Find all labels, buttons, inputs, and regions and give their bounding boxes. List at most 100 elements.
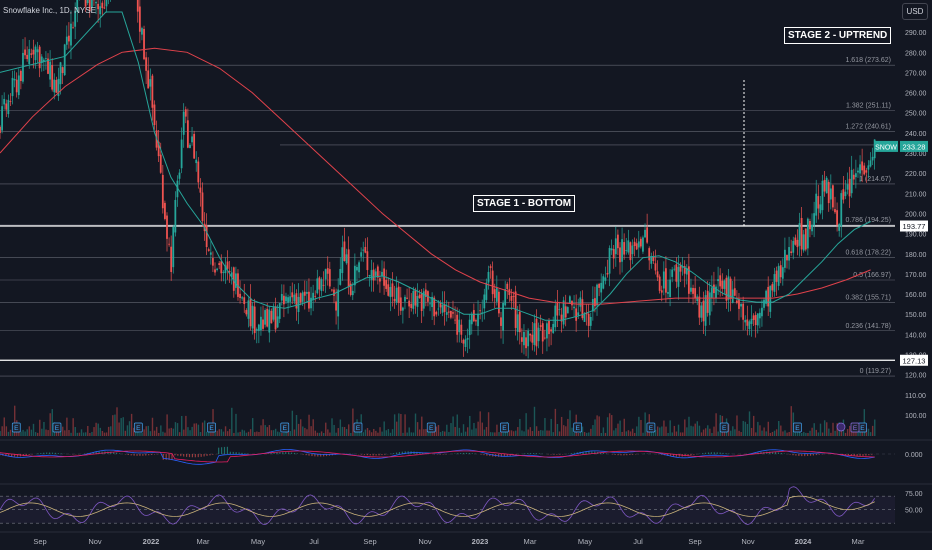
volume-bar	[782, 431, 784, 436]
candle-body	[385, 280, 388, 289]
candle-body	[687, 266, 690, 294]
macd-histogram-bar	[693, 454, 695, 455]
volume-bar	[544, 418, 546, 436]
earnings-marker-label: E	[860, 425, 865, 432]
volume-bar	[141, 432, 143, 436]
candle-body	[802, 234, 805, 251]
volume-bar	[423, 429, 425, 436]
volume-bar	[567, 418, 569, 436]
candle-body	[314, 295, 317, 297]
volume-bar	[130, 413, 133, 436]
candle-body	[662, 271, 665, 289]
candle-body	[564, 306, 567, 318]
candle-body	[667, 292, 669, 294]
macd-histogram-bar	[483, 454, 485, 456]
volume-bar	[715, 413, 717, 436]
volume-bar	[281, 432, 283, 436]
earnings-marker	[426, 422, 436, 433]
candle-body	[708, 292, 711, 316]
volume-bar	[368, 430, 371, 436]
candle-body	[253, 306, 256, 334]
candle-body	[489, 266, 492, 268]
macd-histogram-bar	[439, 454, 441, 455]
volume-bar	[93, 427, 95, 436]
macd-histogram-bar	[296, 453, 298, 454]
volume-bar	[763, 427, 765, 436]
volume-bar	[289, 431, 291, 436]
candle-body	[51, 65, 54, 90]
macd-histogram-bar	[188, 454, 191, 458]
volume-bar	[418, 429, 421, 436]
volume-bar	[243, 430, 246, 436]
candle-body	[850, 169, 853, 194]
candle-body	[61, 67, 64, 74]
volume-bar	[383, 421, 385, 436]
macd-histogram-bar	[229, 451, 231, 454]
macd-histogram-bar	[844, 454, 847, 455]
macd-histogram-bar	[807, 454, 809, 457]
candle-body	[654, 263, 657, 271]
macd-histogram-bar	[527, 453, 529, 454]
candle-body	[660, 290, 663, 293]
y-tick-label: 250.00	[905, 111, 927, 118]
volume-bar	[631, 428, 634, 436]
currency-button[interactable]: USD	[902, 3, 928, 20]
candle-body	[331, 289, 333, 291]
volume-bar	[623, 418, 625, 436]
macd-histogram-bar	[92, 452, 94, 454]
candle-body	[424, 289, 427, 297]
candle-body	[391, 283, 394, 297]
candle-body	[291, 292, 294, 298]
candle-body	[608, 248, 611, 274]
macd-histogram-bar	[780, 452, 782, 454]
volume-bar	[231, 407, 233, 436]
volume-bar	[396, 421, 398, 436]
volume-bar	[107, 426, 110, 436]
volume-bar	[846, 428, 849, 436]
candle-body	[205, 225, 208, 248]
volume-bar	[262, 419, 264, 436]
macd-histogram-bar	[203, 454, 205, 457]
candle-body	[468, 319, 471, 336]
candle-body	[164, 202, 166, 219]
volume-bar	[830, 432, 832, 436]
volume-bar	[24, 431, 26, 436]
volume-bar	[439, 432, 442, 436]
volume-bar	[389, 432, 392, 436]
macd-histogram-bar	[719, 452, 721, 454]
macd-histogram-bar	[57, 453, 59, 454]
macd-histogram-bar	[675, 454, 678, 457]
candle-body	[696, 296, 699, 302]
candle-body	[591, 299, 594, 312]
candle-body	[700, 305, 703, 318]
candle-body	[49, 61, 51, 80]
candle-body	[646, 227, 649, 243]
volume-bar	[408, 427, 410, 436]
volume-bar	[654, 429, 657, 436]
volume-bar	[464, 431, 467, 436]
rsi-line	[0, 486, 876, 526]
volume-bar	[560, 416, 563, 436]
volume-bar	[208, 430, 210, 436]
volume-bar	[525, 413, 527, 436]
macd-histogram-bar	[632, 454, 634, 455]
chart-title: Snowflake Inc., 1D, NYSE	[3, 6, 96, 15]
macd-histogram-bar	[774, 452, 777, 454]
macd-histogram-bar	[795, 454, 797, 456]
volume-bar	[542, 430, 544, 436]
candle-body	[792, 240, 795, 253]
volume-bar	[462, 424, 465, 436]
candle-body	[260, 316, 262, 331]
volume-bar	[828, 428, 830, 436]
macd-histogram-bar	[667, 454, 669, 456]
macd-histogram-bar	[285, 452, 287, 454]
volume-bar	[329, 432, 331, 436]
volume-bar	[548, 430, 550, 436]
volume-bar	[521, 430, 523, 436]
candle-body	[53, 79, 56, 93]
volume-bar	[55, 429, 58, 436]
fib-label: 1.382 (251.11)	[846, 102, 891, 109]
candle-body	[272, 307, 275, 320]
macd-histogram-bar	[468, 453, 471, 454]
